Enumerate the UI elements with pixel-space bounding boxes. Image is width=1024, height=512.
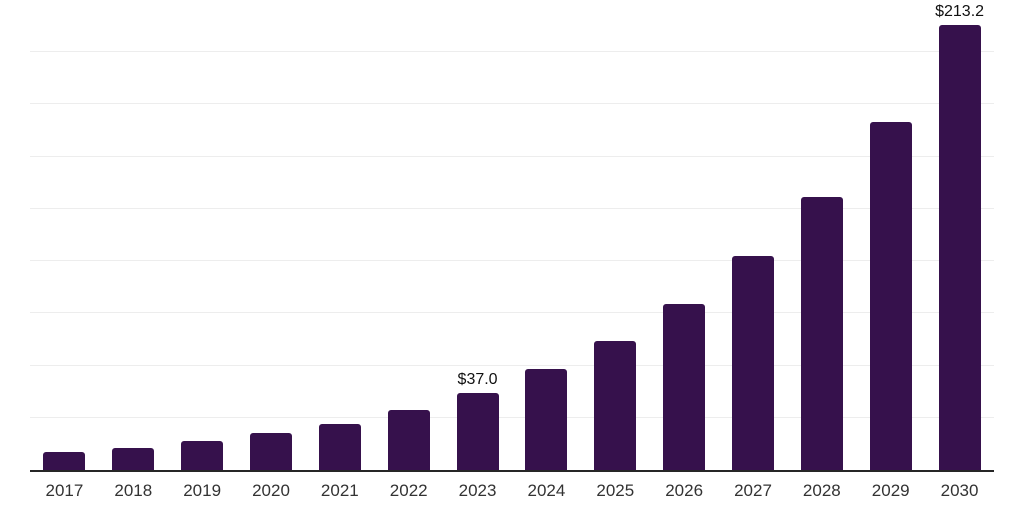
bar-2025 [594,340,637,470]
x-axis: 2017 2018 2019 2020 2021 2022 2023 2024 2025 2026… [30,480,994,504]
bar-value-label-2023: $37.0 [457,370,498,388]
bar-2029 [869,122,912,470]
gridline [30,155,994,157]
plot-area: $37.0 $213.2 [30,0,994,472]
x-axis-label-2028: 2028 [802,481,841,500]
bar-2017 [43,452,86,470]
bar-2018 [112,447,155,470]
x-axis-label-2019: 2019 [183,481,222,500]
gridline [30,51,994,53]
bar-2021 [318,424,361,470]
x-axis-label-2021: 2021 [320,481,359,500]
bar-2022 [387,410,430,470]
bar-2023 [456,392,499,470]
bar-2024 [525,369,568,470]
gridline [30,103,994,105]
x-axis-label-2020: 2020 [252,481,290,500]
bar-2027 [732,255,774,470]
bar-2030 [938,24,981,470]
bar-2028 [800,196,843,470]
bar-2019 [181,441,224,470]
x-axis-label-2022: 2022 [389,481,428,500]
x-axis-label-2025: 2025 [596,481,635,500]
x-axis-label-2024: 2024 [527,481,566,500]
bar-2026 [663,303,706,470]
gridline [30,312,994,314]
x-axis-label-2026: 2026 [665,481,704,500]
x-axis-label-2030: 2030 [940,481,979,500]
gridline [30,207,994,209]
x-axis-label-2029: 2029 [871,481,910,500]
x-axis-label-2018: 2018 [114,481,153,500]
bar-2020 [250,433,292,470]
x-axis-label-2023: 2023 [458,481,497,500]
gridline [30,260,994,262]
x-axis-label-2017: 2017 [45,481,84,500]
gridline [30,364,994,366]
x-axis-label-2027: 2027 [734,481,772,500]
bar-value-label-2030: $213.2 [935,2,985,20]
gridline [30,416,994,418]
